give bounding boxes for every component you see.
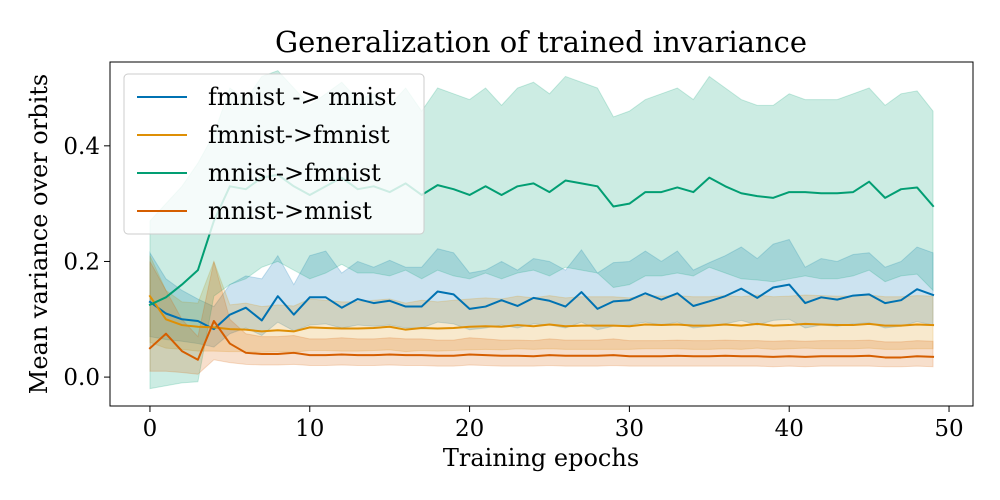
legend-label-mnist-fmnist: mnist->fmnist <box>208 159 381 187</box>
y-tick-label: 0.4 <box>63 134 100 160</box>
series-line-fmnist-mnist <box>148 283 935 331</box>
legend-label-fmnist-fmnist: fmnist->fmnist <box>208 121 390 149</box>
legend-label-fmnist-mnist: fmnist -> mnist <box>208 83 396 111</box>
series-line-fmnist-fmnist <box>148 294 935 333</box>
x-tick-label: 20 <box>455 416 484 442</box>
x-axis-ticks: 0 10 20 30 40 50 <box>143 406 964 442</box>
plot-area-frame <box>109 61 974 407</box>
legend-box <box>123 73 425 235</box>
y-tick-label: 0.0 <box>63 365 100 391</box>
y-tick-label: 0.2 <box>63 249 100 275</box>
x-tick-label: 50 <box>934 416 963 442</box>
chart-title: Generalization of trained invariance <box>275 25 807 59</box>
x-tick-label: 30 <box>615 416 644 442</box>
y-axis-label: Mean variance over orbits <box>25 74 53 394</box>
x-tick-label: 10 <box>295 416 324 442</box>
band-mnist-mnist <box>149 261 934 375</box>
legend-label-mnist-mnist: mnist->mnist <box>208 197 372 225</box>
legend: fmnist -> mnist fmnist->fmnist mnist->fmni… <box>123 73 425 235</box>
x-axis-label: Training epochs <box>443 444 639 472</box>
y-axis-ticks: 0.0 0.2 0.4 <box>63 134 110 391</box>
x-tick-label: 0 <box>143 416 158 442</box>
series-line-mnist-mnist <box>148 320 935 361</box>
x-tick-label: 40 <box>775 416 804 442</box>
